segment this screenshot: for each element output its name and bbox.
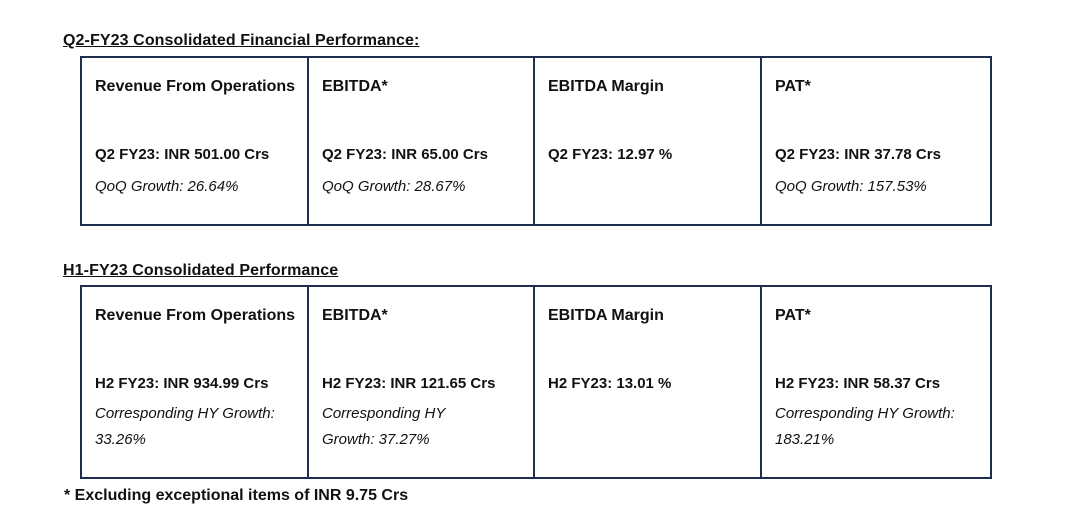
h1-ebitda-cell: EBITDA* H2 FY23: INR 121.65 Crs Correspo…	[307, 285, 535, 479]
metric-value: Q2 FY23: 12.97 %	[548, 146, 673, 163]
q2-pat-cell: PAT* Q2 FY23: INR 37.78 Crs QoQ Growth: …	[760, 56, 992, 226]
q2-section-title: Q2-FY23 Consolidated Financial Performan…	[63, 32, 420, 49]
footnote: * Excluding exceptional items of INR 9.7…	[64, 487, 409, 504]
growth-value: Corresponding HY Growth: 37.27%	[322, 405, 446, 448]
metric-value: Q2 FY23: INR 37.78 Crs	[775, 146, 941, 163]
q2-revenue-cell: Revenue From Operations Q2 FY23: INR 501…	[80, 56, 309, 226]
column-header: EBITDA*	[322, 78, 388, 95]
h1-performance-table: Revenue From Operations H2 FY23: INR 934…	[80, 285, 992, 479]
h1-pat-cell: PAT* H2 FY23: INR 58.37 Crs Correspondin…	[760, 285, 992, 479]
growth-value: QoQ Growth: 157.53%	[775, 178, 927, 195]
metric-value: H2 FY23: 13.01 %	[548, 375, 672, 392]
column-header: PAT*	[775, 307, 811, 324]
growth-value: Corresponding HY Growth: 183.21%	[775, 405, 955, 448]
growth-value: QoQ Growth: 28.67%	[322, 178, 466, 195]
h1-ebitda-margin-cell: EBITDA Margin H2 FY23: 13.01 %	[533, 285, 762, 479]
table-row: Revenue From Operations H2 FY23: INR 934…	[80, 285, 992, 479]
metric-value: Q2 FY23: INR 501.00 Crs	[95, 146, 270, 163]
column-header: Revenue From Operations	[95, 307, 296, 324]
growth-value: Corresponding HY Growth: 33.26%	[95, 405, 275, 448]
column-header: PAT*	[775, 78, 811, 95]
column-header: EBITDA Margin	[548, 78, 664, 95]
q2-performance-table: Revenue From Operations Q2 FY23: INR 501…	[80, 56, 992, 226]
table-row: Revenue From Operations Q2 FY23: INR 501…	[80, 56, 992, 226]
metric-value: H2 FY23: INR 58.37 Crs	[775, 375, 941, 392]
growth-value: QoQ Growth: 26.64%	[95, 178, 239, 195]
column-header: Revenue From Operations	[95, 78, 296, 95]
metric-value: Q2 FY23: INR 65.00 Crs	[322, 146, 488, 163]
column-header: EBITDA Margin	[548, 307, 664, 324]
h1-section-title: H1-FY23 Consolidated Performance	[63, 262, 339, 279]
q2-ebitda-margin-cell: EBITDA Margin Q2 FY23: 12.97 %	[533, 56, 762, 226]
column-header: EBITDA*	[322, 307, 388, 324]
metric-value: H2 FY23: INR 121.65 Crs	[322, 375, 496, 392]
q2-ebitda-cell: EBITDA* Q2 FY23: INR 65.00 Crs QoQ Growt…	[307, 56, 535, 226]
h1-revenue-cell: Revenue From Operations H2 FY23: INR 934…	[80, 285, 309, 479]
metric-value: H2 FY23: INR 934.99 Crs	[95, 375, 269, 392]
